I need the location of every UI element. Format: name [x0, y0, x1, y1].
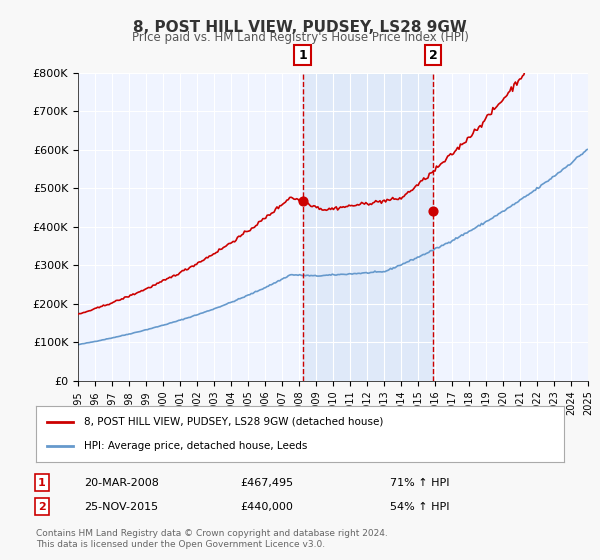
Text: 8, POST HILL VIEW, PUDSEY, LS28 9GW: 8, POST HILL VIEW, PUDSEY, LS28 9GW — [133, 20, 467, 35]
Text: HPI: Average price, detached house, Leeds: HPI: Average price, detached house, Leed… — [83, 441, 307, 451]
Text: 2: 2 — [38, 502, 46, 512]
Text: 8, POST HILL VIEW, PUDSEY, LS28 9GW (detached house): 8, POST HILL VIEW, PUDSEY, LS28 9GW (det… — [83, 417, 383, 427]
Text: £467,495: £467,495 — [240, 478, 293, 488]
Text: Price paid vs. HM Land Registry's House Price Index (HPI): Price paid vs. HM Land Registry's House … — [131, 31, 469, 44]
Text: Contains HM Land Registry data © Crown copyright and database right 2024.
This d: Contains HM Land Registry data © Crown c… — [36, 529, 388, 549]
Point — [298, 197, 307, 206]
Text: 20-MAR-2008: 20-MAR-2008 — [84, 478, 159, 488]
Bar — [302, 73, 433, 381]
Text: 1: 1 — [298, 49, 307, 62]
Point — [428, 207, 438, 216]
Text: 2: 2 — [429, 49, 437, 62]
Text: 25-NOV-2015: 25-NOV-2015 — [84, 502, 158, 512]
Text: 71% ↑ HPI: 71% ↑ HPI — [390, 478, 449, 488]
Text: £440,000: £440,000 — [240, 502, 293, 512]
Text: 1: 1 — [38, 478, 46, 488]
Text: 54% ↑ HPI: 54% ↑ HPI — [390, 502, 449, 512]
